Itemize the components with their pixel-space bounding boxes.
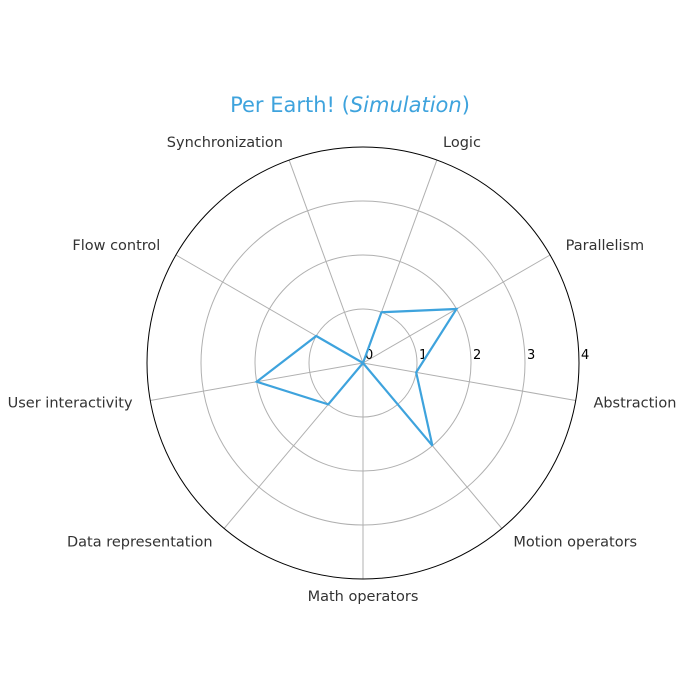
axis-label: Motion operators bbox=[513, 534, 637, 550]
radial-tick-label: 4 bbox=[581, 348, 589, 363]
axis-label: Math operators bbox=[308, 589, 419, 605]
axis-label: Abstraction bbox=[593, 396, 676, 412]
radial-tick-label: 0 bbox=[365, 348, 373, 363]
axis-label: Synchronization bbox=[167, 135, 283, 151]
series-line bbox=[254, 307, 459, 447]
axis-label: Parallelism bbox=[566, 238, 645, 254]
axis-label: User interactivity bbox=[8, 396, 133, 412]
axis-label: Logic bbox=[443, 135, 481, 151]
radial-tick-label: 3 bbox=[527, 348, 535, 363]
chart-title-main: Per Earth! bbox=[230, 93, 335, 117]
grid-spoke bbox=[288, 159, 364, 364]
chart-title: Per Earth! (Simulation) bbox=[230, 93, 470, 117]
grid-spoke bbox=[362, 362, 576, 402]
radial-tick-label: 1 bbox=[419, 348, 427, 363]
axis-label: Data representation bbox=[67, 534, 213, 550]
polar-frame bbox=[146, 146, 580, 580]
chart-title-suffix: Simulation bbox=[349, 93, 462, 117]
radial-tick-label: 2 bbox=[473, 348, 481, 363]
axis-label: Flow control bbox=[72, 238, 160, 254]
